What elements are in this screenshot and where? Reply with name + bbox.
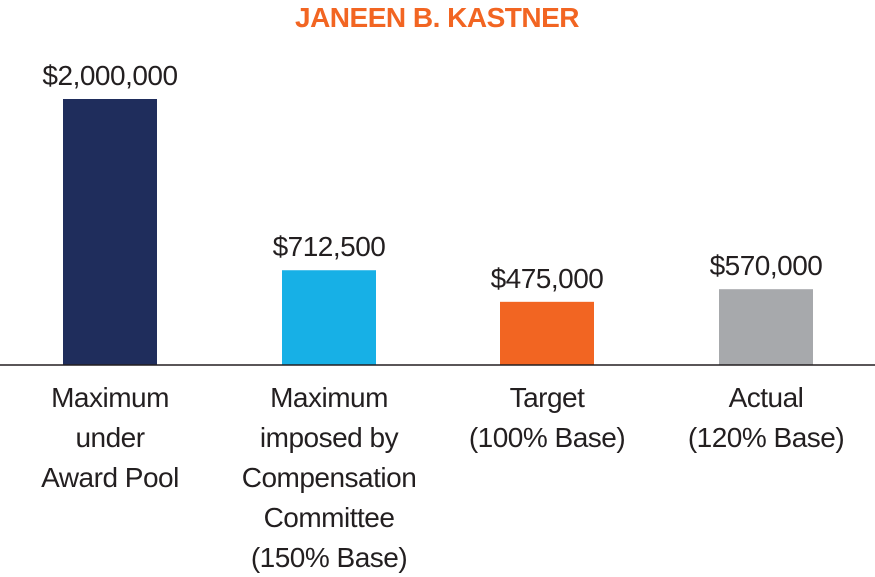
category-label-line: Committee xyxy=(264,502,395,533)
category-label-line: Target xyxy=(510,382,586,413)
category-label-line: Maximum xyxy=(270,382,388,413)
chart-title: JANEEN B. KASTNER xyxy=(295,2,579,33)
value-label-1: $2,000,000 xyxy=(42,60,177,91)
category-label-4: Actual (120% Base) xyxy=(688,382,844,453)
category-label-line: (120% Base) xyxy=(688,422,844,453)
category-label-line: (150% Base) xyxy=(251,542,407,573)
value-label-2: $712,500 xyxy=(273,231,386,262)
category-labels-group: Maximum under Award Pool Maximum imposed by C… xyxy=(41,382,845,573)
category-label-2: Maximum imposed by Compensation Committee (1… xyxy=(242,382,417,573)
category-label-line: Actual xyxy=(729,382,804,413)
category-label-line: Maximum xyxy=(51,382,169,413)
bar-2 xyxy=(282,270,376,365)
value-label-3: $475,000 xyxy=(491,263,604,294)
bar-1 xyxy=(63,99,157,365)
bar-3 xyxy=(500,301,594,365)
category-label-3: Target (100% Base) xyxy=(469,382,625,453)
category-label-line: Award Pool xyxy=(41,462,179,493)
category-label-line: Compensation xyxy=(242,462,417,493)
category-label-1: Maximum under Award Pool xyxy=(41,382,179,493)
category-label-line: (100% Base) xyxy=(469,422,625,453)
value-labels-group: $2,000,000 $712,500 $475,000 $570,000 xyxy=(42,60,822,294)
category-label-line: imposed by xyxy=(260,422,399,453)
bars-group xyxy=(63,99,813,365)
value-label-4: $570,000 xyxy=(710,250,823,281)
category-label-line: under xyxy=(75,422,144,453)
bar-4 xyxy=(719,289,813,365)
